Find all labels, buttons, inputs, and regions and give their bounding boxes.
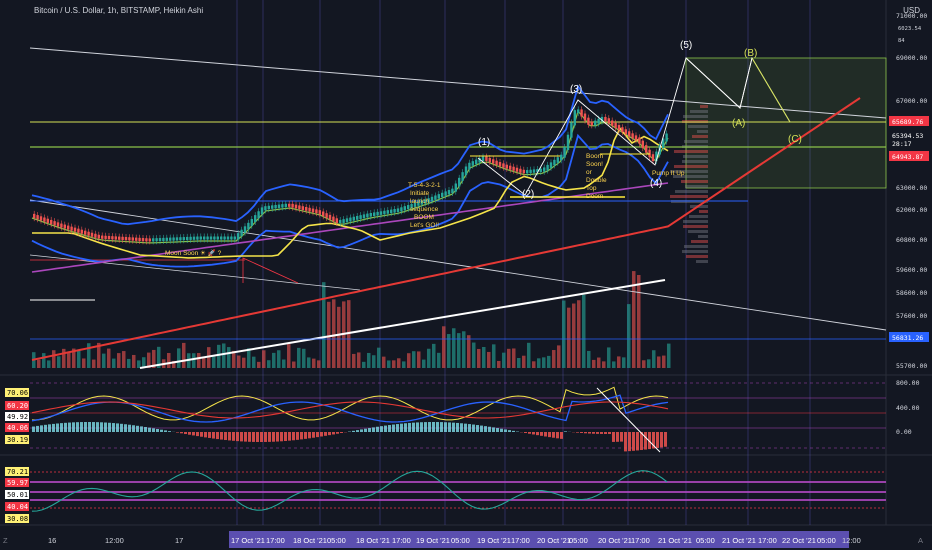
price-tick-small: 6023.54 [898,26,922,32]
svg-text:50.01: 50.01 [7,491,28,499]
wave-4-label: (4) [650,178,662,189]
svg-text:40.04: 40.04 [7,503,28,511]
countdown-line-4: sequence [410,206,439,213]
time-tick-highlighted: 20 Oct '21 [598,536,632,545]
price-axis[interactable]: 71000.00 69000.00 67000.00 63000.00 62000.00… [889,12,929,370]
osc-level-badge: 59.97 [5,478,29,487]
svg-text:59.97: 59.97 [7,479,28,487]
osc-level-badge: 60.20 [5,401,29,410]
auto-scale-toggle[interactable]: A [918,536,923,545]
time-tick-highlighted: 17 Oct '21 [231,536,265,545]
wave-c-label: (C) [788,134,802,145]
time-tick-highlighted: 19 Oct '21 [416,536,450,545]
boom-line-4: Double [586,177,607,184]
pump-note: Pump It Up [652,170,685,177]
time-tick: 17 [175,536,183,545]
osc-level-badge: 70.06 [5,388,29,397]
boom-line-1: Boom [586,153,603,160]
time-axis[interactable]: 16 12:00 17 17 Oct '21 17:00 18 Oct '21 05:00 1… [3,531,923,548]
time-tick: 12:00 [105,536,124,545]
svg-text:65689.76: 65689.76 [892,118,923,126]
wave-1-label: (1) [478,137,490,148]
time-tick: 16 [48,536,56,545]
boom-line-3: or [586,169,593,176]
time-tick-highlighted: 17:00 [511,536,530,545]
projection-box [686,58,886,188]
price-tick: 67000.00 [896,97,927,105]
time-tick-highlighted: 05:00 [451,536,470,545]
svg-text:70.21: 70.21 [7,468,28,476]
price-tick: 62000.00 [896,206,927,214]
price-tick: 58600.00 [896,289,927,297]
price-tick-small: 84 [898,38,905,44]
symbol-title[interactable]: Bitcoin / U.S. Dollar, 1h, BITSTAMP, Hei… [34,6,203,15]
macd-panel [30,383,886,452]
time-tick-highlighted: 05:00 [327,536,346,545]
boom-line-5: Top [586,185,597,192]
time-tick-highlighted: 21 Oct '21 [722,536,756,545]
price-tick: 55700.00 [896,362,927,370]
osc-level-badge: 50.01 [5,490,29,499]
price-badge: 56831.26 [889,332,929,342]
rsi-panel [30,471,886,512]
time-tick-highlighted: 05:00 [817,536,836,545]
time-tick: 12:00 [842,536,861,545]
time-tick-highlighted: 05:00 [696,536,715,545]
currency-label[interactable]: USD [903,6,920,15]
countdown-line-1: T-5-4-3-2-1 [408,182,441,189]
macd-tick: 800.00 [896,379,920,387]
time-tick-highlighted: 18 Oct '21 [293,536,327,545]
time-tick-highlighted: 17:00 [392,536,411,545]
svg-text:56831.26: 56831.26 [892,334,923,342]
price-tick: 63000.00 [896,184,927,192]
osc-level-badge: 49.92 [5,412,29,421]
time-tick-highlighted: 17:00 [266,536,285,545]
macd-tick: 400.00 [896,404,920,412]
price-badge: 64943.87 [889,151,929,161]
svg-text:70.06: 70.06 [7,389,28,397]
wave-a-label: (A) [732,118,745,129]
macd-axis[interactable]: 800.00 400.00 0.00 [896,379,920,436]
osc-level-badge: 40.06 [5,423,29,432]
wave-3-label: (3) [570,84,582,95]
countdown-line-3: launch [410,198,430,205]
boom-line-2: Soon! [586,161,603,168]
svg-text:30.08: 30.08 [7,515,28,523]
time-tick-highlighted: 20 Oct '21 [537,536,571,545]
moon-note: Moon Soon ☀ 🚀 ? [165,249,222,257]
wave-b-label: (B) [744,48,757,59]
osc-level-badge: 30.19 [5,435,29,444]
svg-text:60.20: 60.20 [7,402,28,410]
time-tick-highlighted: 21 Oct '21 [658,536,692,545]
boom-line-6: Doom [586,193,603,200]
time-tick-highlighted: 19 Oct '21 [477,536,511,545]
price-tick: 60800.00 [896,236,927,244]
osc-level-badge: 30.08 [5,514,29,523]
time-tick-highlighted: 22 Oct '21 [782,536,816,545]
osc-level-badge: 40.04 [5,502,29,511]
svg-text:40.06: 40.06 [7,424,28,432]
price-tick: 69000.00 [896,54,927,62]
time-tick-highlighted: 17:00 [758,536,777,545]
wave-2-label: (2) [522,189,534,200]
price-badge: 28:17 [889,138,929,148]
wave-5-label: (5) [680,40,692,51]
countdown-line-6: Let's GO!! [410,222,439,229]
countdown-line-2: Initiate [410,190,430,197]
time-tick-highlighted: 05:00 [569,536,588,545]
svg-text:49.92: 49.92 [7,413,28,421]
macd-tick: 0.00 [896,428,912,436]
price-tick: 59600.00 [896,266,927,274]
countdown-line-5: BOOM [414,214,434,221]
svg-text:30.19: 30.19 [7,436,28,444]
time-tick-highlighted: 18 Oct '21 [356,536,390,545]
time-tick-highlighted: 17:00 [631,536,650,545]
svg-text:28:17: 28:17 [892,140,912,148]
svg-text:64943.87: 64943.87 [892,153,923,161]
price-tick: 57600.00 [896,312,927,320]
osc-level-badge: 70.21 [5,467,29,476]
price-badge: 65689.76 [889,116,929,126]
bottom-left-glyph[interactable]: Z [3,536,8,545]
